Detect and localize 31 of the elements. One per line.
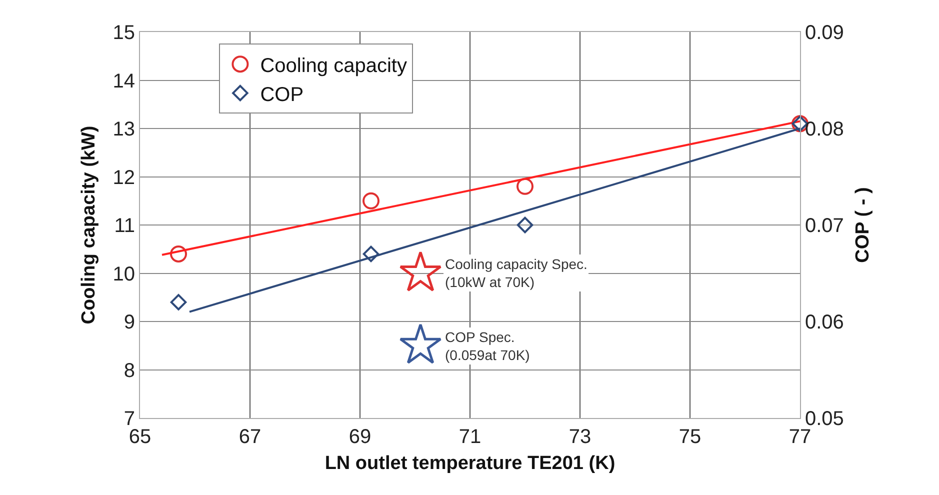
- point: [516, 216, 534, 234]
- y-tick-label: 15: [112, 22, 135, 44]
- x-tick-label: 67: [238, 426, 262, 448]
- x-tick-label: 73: [568, 426, 592, 448]
- legend-label: COP: [260, 84, 304, 106]
- annotation: Cooling capacity Spec. (10kW at 70K): [445, 256, 588, 290]
- y2-tick-label: 0.06: [805, 312, 844, 334]
- annotation: COP Spec. (0.059at 70K): [445, 329, 530, 364]
- point: [362, 192, 380, 210]
- y-tick-label: 10: [112, 263, 135, 286]
- y-tick-label: 14: [112, 70, 135, 92]
- point: [170, 245, 187, 262]
- point: [516, 178, 534, 195]
- point: [399, 323, 442, 364]
- y-tick-label: 8: [124, 360, 135, 382]
- point: [362, 246, 380, 262]
- x-axis-title: LN outlet temperature TE201 (K): [324, 452, 616, 474]
- y-tick-label: 13: [112, 118, 135, 140]
- x-tick-label: 71: [458, 426, 482, 448]
- y2-tick-label: 0.09: [805, 22, 844, 44]
- legend-label: Cooling capacity: [260, 54, 407, 77]
- y-tick-label: 11: [114, 215, 135, 237]
- point: [170, 294, 187, 310]
- y-tick-label: 9: [124, 312, 135, 334]
- y2-axis-title: COP ( - ): [852, 187, 874, 263]
- y2-tick-label: 0.08: [805, 118, 844, 140]
- x-tick-label: 75: [678, 426, 702, 448]
- y-axis-title: Cooling capacity (kW): [78, 126, 100, 324]
- x-tick-label: 69: [348, 426, 372, 448]
- y2-tick-label: 0.07: [805, 215, 844, 237]
- y-tick-label: 12: [112, 166, 135, 189]
